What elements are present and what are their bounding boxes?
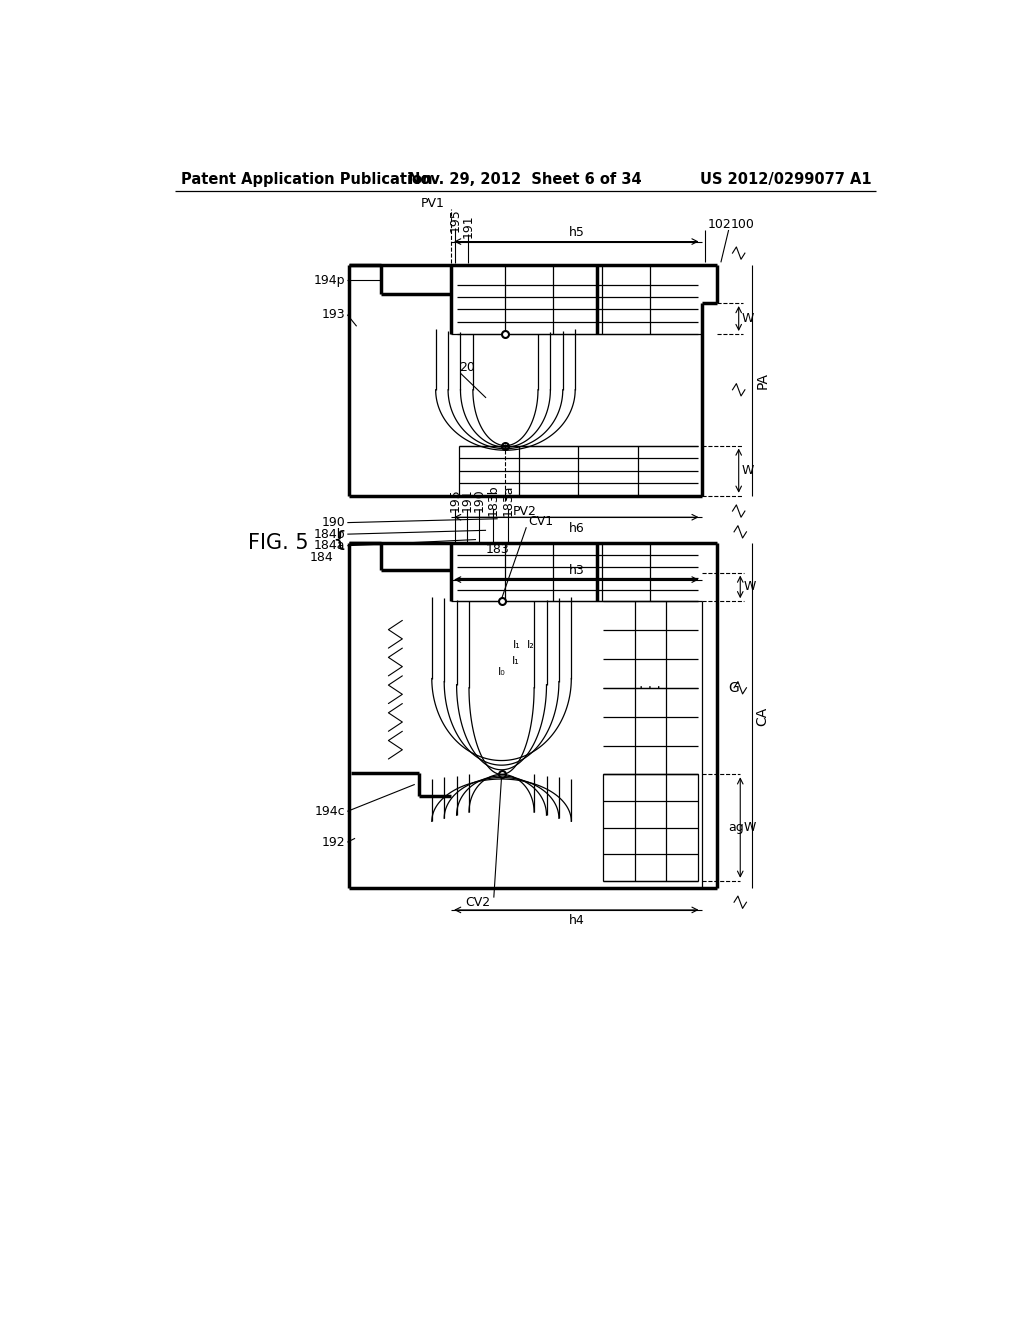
Text: 195: 195 (449, 488, 462, 512)
Text: 195: 195 (449, 209, 462, 232)
Text: 102: 102 (708, 218, 731, 231)
Text: I₁: I₁ (513, 640, 521, 651)
Text: h4: h4 (568, 915, 585, 927)
Text: W: W (741, 465, 755, 477)
Text: h3: h3 (568, 564, 585, 577)
Text: CV2: CV2 (466, 896, 490, 908)
Text: 20: 20 (459, 360, 475, 374)
Text: FIG. 5: FIG. 5 (248, 533, 309, 553)
Text: h6: h6 (568, 521, 585, 535)
Text: PV1: PV1 (421, 197, 445, 210)
Text: W: W (743, 581, 756, 594)
Text: 190: 190 (322, 516, 345, 529)
Text: I₂: I₂ (527, 640, 535, 651)
Text: CV1: CV1 (528, 515, 554, 528)
Text: Nov. 29, 2012  Sheet 6 of 34: Nov. 29, 2012 Sheet 6 of 34 (408, 173, 642, 187)
Text: US 2012/0299077 A1: US 2012/0299077 A1 (700, 173, 872, 187)
Text: ag: ag (729, 821, 744, 834)
Text: 190: 190 (472, 488, 485, 512)
Text: W: W (743, 821, 756, 834)
Text: 183a: 183a (502, 484, 514, 516)
Text: PV2: PV2 (513, 504, 537, 517)
Text: 191: 191 (460, 488, 473, 512)
Text: 184a: 184a (313, 539, 345, 552)
Text: 100: 100 (731, 218, 755, 231)
Text: G: G (729, 681, 739, 694)
Text: 192: 192 (322, 836, 345, 849)
Text: Patent Application Publication: Patent Application Publication (180, 173, 432, 187)
Text: 184: 184 (309, 550, 334, 564)
Text: PA: PA (756, 372, 770, 388)
Text: · · ·: · · · (639, 681, 662, 694)
Text: 194p: 194p (313, 273, 345, 286)
Text: 184b: 184b (313, 528, 345, 541)
Text: 183: 183 (485, 543, 510, 556)
Text: CA: CA (756, 706, 770, 726)
Text: 191: 191 (462, 214, 475, 238)
Text: 183b: 183b (486, 484, 500, 516)
Text: 193: 193 (322, 308, 345, 321)
Text: 194c: 194c (314, 805, 345, 818)
Text: I₁: I₁ (512, 656, 519, 665)
Text: {: { (333, 529, 346, 549)
Text: I₀: I₀ (498, 668, 506, 677)
Text: h5: h5 (568, 226, 585, 239)
Text: W: W (741, 312, 755, 325)
